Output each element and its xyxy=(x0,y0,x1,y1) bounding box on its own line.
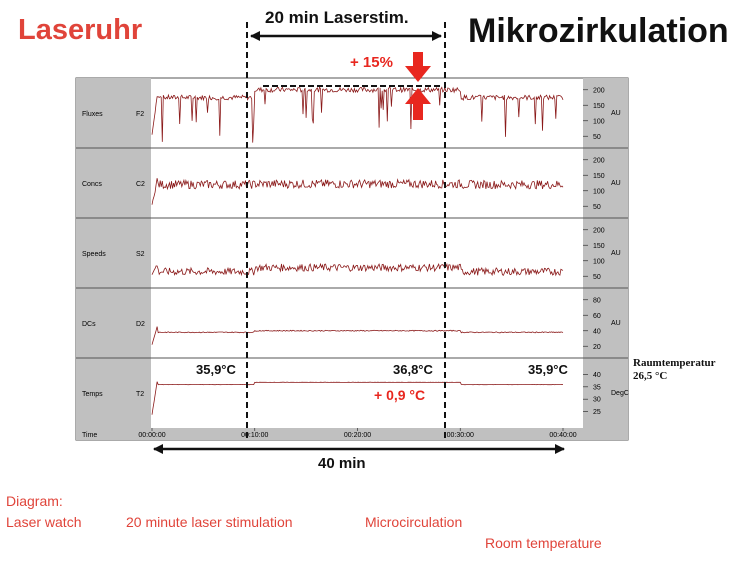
axis-unit-label: AU xyxy=(611,320,621,327)
channel-name-fluxes: Fluxes xyxy=(82,111,103,118)
trace-concs xyxy=(151,178,564,205)
axis-tick-label: 50 xyxy=(593,134,601,141)
footer-diagram: Diagram: xyxy=(6,493,63,509)
trace-fluxes xyxy=(151,85,564,143)
title-laseruhr: Laseruhr xyxy=(18,14,143,46)
title-mikrozirkulation: Mikrozirkulation xyxy=(468,12,729,50)
axis-unit-label: AU xyxy=(611,180,621,187)
trace-speeds xyxy=(151,262,564,277)
footer-stimulation: 20 minute laser stimulation xyxy=(126,514,293,530)
axis-tick-label: 100 xyxy=(593,188,605,195)
duration-label: 40 min xyxy=(318,455,366,472)
temp-during-label: 36,8°C xyxy=(393,362,433,377)
channel-id-s2: S2 xyxy=(136,251,145,258)
axis-tick-label: 200 xyxy=(593,227,605,234)
time-axis-label: Time xyxy=(82,432,97,439)
axis-tick-label: 100 xyxy=(593,118,605,125)
red-up-arrow xyxy=(405,88,431,120)
channel-id-f2: F2 xyxy=(136,111,144,118)
time-tick-label: 00:30:00 xyxy=(447,432,474,439)
trace-dcs xyxy=(151,326,564,345)
axis-tick-label: 100 xyxy=(593,258,605,265)
axis-tick-label: 150 xyxy=(593,173,605,180)
axis-unit-label: AU xyxy=(611,110,621,117)
channel-name-dcs: DCs xyxy=(82,321,96,328)
axis-tick-label: 150 xyxy=(593,103,605,110)
time-tick-label: 00:40:00 xyxy=(549,432,576,439)
temp-end-label: 35,9°C xyxy=(528,362,568,377)
axis-tick-label: 150 xyxy=(593,243,605,250)
time-tick-label: 00:10:00 xyxy=(241,432,268,439)
channel-name-speeds: Speeds xyxy=(82,251,106,258)
left-channel-panel xyxy=(76,78,151,428)
footer-room-temperature: Room temperature xyxy=(485,535,602,551)
red-down-arrow xyxy=(405,52,431,82)
time-tick-label: 00:00:00 xyxy=(138,432,165,439)
trace-temps xyxy=(151,381,564,415)
axis-unit-label: DegC xyxy=(611,390,629,397)
axis-tick-label: 200 xyxy=(593,157,605,164)
axis-tick-label: 40 xyxy=(593,328,601,335)
axis-tick-label: 50 xyxy=(593,204,601,211)
axis-unit-label: AU xyxy=(611,250,621,257)
channel-id-d2: D2 xyxy=(136,321,145,328)
channel-id-c2: C2 xyxy=(136,181,145,188)
room-temp-value: 26,5 °C xyxy=(633,370,668,382)
axis-tick-label: 60 xyxy=(593,313,601,320)
channel-name-temps: Temps xyxy=(82,391,103,398)
axis-tick-label: 30 xyxy=(593,397,601,404)
axis-tick-label: 35 xyxy=(593,384,601,391)
axis-tick-label: 40 xyxy=(593,372,601,379)
increase-label: + 15% xyxy=(350,54,393,71)
right-axis-panel xyxy=(583,78,628,428)
chart-frame xyxy=(75,77,629,441)
axis-tick-label: 50 xyxy=(593,274,601,281)
stimulation-label: 20 min Laserstim. xyxy=(265,8,409,27)
time-axis-panel xyxy=(76,428,628,440)
axis-tick-label: 25 xyxy=(593,409,601,416)
axis-tick-label: 80 xyxy=(593,297,601,304)
axis-tick-label: 200 xyxy=(593,87,605,94)
footer-laser-watch: Laser watch xyxy=(6,514,82,530)
room-temp-label: Raumtemperatur xyxy=(633,357,716,369)
footer-microcirculation: Microcirculation xyxy=(365,514,463,530)
temp-delta-label: + 0,9 °C xyxy=(374,387,426,403)
channel-name-concs: Concs xyxy=(82,181,102,188)
time-tick-label: 00:20:00 xyxy=(344,432,371,439)
axis-tick-label: 20 xyxy=(593,344,601,351)
channel-id-t2: T2 xyxy=(136,391,144,398)
temp-start-label: 35,9°C xyxy=(196,362,236,377)
